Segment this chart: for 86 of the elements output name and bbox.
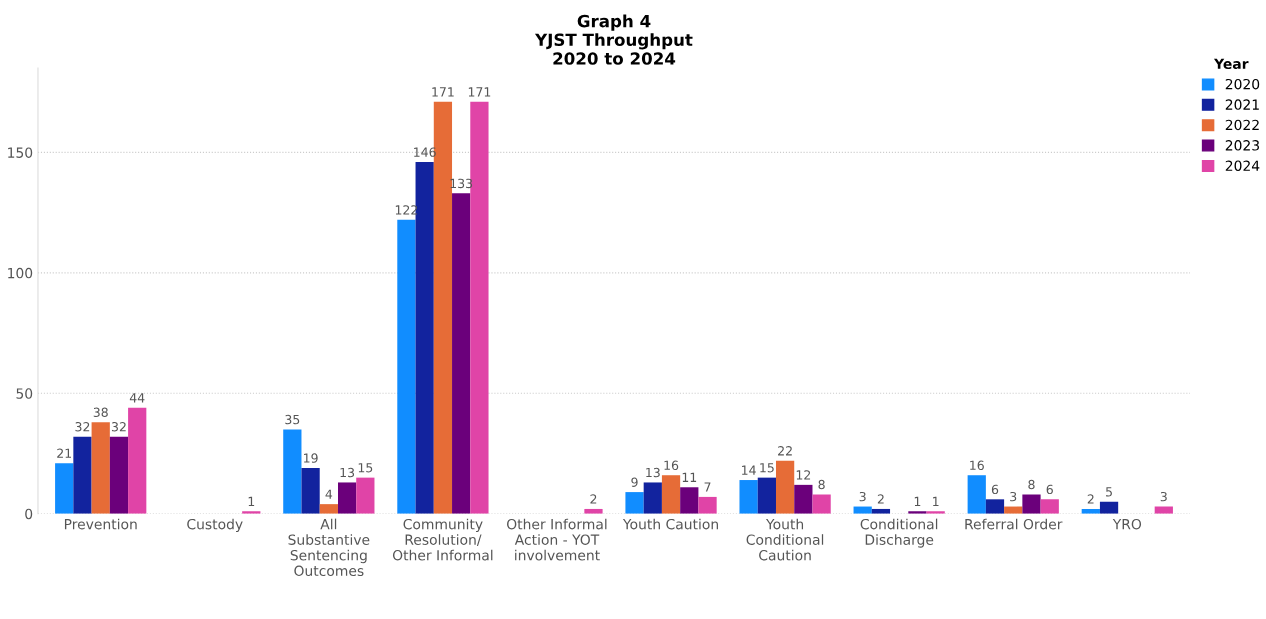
data-label: 2 — [1087, 494, 1094, 504]
data-label: 4 — [325, 489, 333, 499]
bar — [812, 494, 831, 514]
bar — [1099, 501, 1119, 514]
data-label: 3 — [859, 491, 866, 502]
data-label: 1 — [933, 496, 939, 506]
data-label: 15 — [760, 463, 774, 473]
data-label: 44 — [129, 393, 145, 403]
bar — [73, 436, 92, 514]
x-tick-label: Other Informal Action - YOT involvement — [507, 518, 607, 561]
data-label: 6 — [991, 484, 999, 495]
x-tick-label: Referral Order — [965, 518, 1063, 530]
bar — [128, 407, 147, 514]
bar — [397, 219, 416, 514]
chart-title: Graph 4 YJST Throughput 2020 to 2024 — [534, 14, 693, 65]
data-label: 13 — [340, 467, 355, 478]
data-label: 21 — [57, 448, 72, 458]
legend-label: 2024 — [1225, 160, 1260, 171]
bar — [415, 162, 434, 514]
x-tick-label: Conditional Discharge — [860, 518, 938, 548]
data-label: 16 — [664, 460, 679, 471]
bar — [794, 484, 813, 514]
bar — [985, 499, 1005, 514]
data-label: 171 — [432, 87, 454, 97]
data-label: 32 — [111, 422, 126, 432]
data-label: 14 — [742, 465, 756, 475]
bar — [967, 475, 986, 514]
bar — [301, 468, 320, 514]
x-tick-label: YRO — [1112, 518, 1142, 530]
y-tick-label: 100 — [8, 267, 33, 279]
bar — [283, 429, 302, 514]
data-label: 171 — [468, 87, 491, 97]
legend-label: 2021 — [1225, 99, 1259, 110]
data-label: 9 — [631, 477, 638, 487]
bar — [55, 463, 74, 514]
x-tick-label: All Substantive Sentencing Outcomes — [288, 518, 370, 577]
bar — [661, 475, 681, 514]
data-label: 7 — [704, 482, 711, 492]
data-label: 3 — [1010, 491, 1017, 502]
legend-title: Year — [1213, 58, 1249, 70]
x-tick-label: Custody — [187, 518, 243, 533]
bar — [698, 496, 717, 514]
bar — [91, 422, 110, 514]
data-label: 11 — [682, 472, 697, 482]
data-label: 38 — [93, 407, 108, 418]
bar — [625, 492, 644, 514]
data-label: 19 — [304, 453, 318, 463]
data-label: 12 — [796, 470, 811, 480]
legend-label: 2023 — [1225, 140, 1259, 151]
bar — [356, 477, 375, 514]
x-tick-label: Youth Conditional Caution — [746, 518, 824, 561]
bar — [109, 436, 129, 514]
data-label: 6 — [1046, 484, 1053, 495]
legend-label: 2020 — [1225, 78, 1260, 90]
data-label: 8 — [1028, 479, 1035, 490]
legend-label: 2022 — [1225, 119, 1259, 131]
data-label: 35 — [285, 414, 300, 425]
bar — [1040, 499, 1059, 514]
data-label: 5 — [1106, 487, 1112, 497]
data-label: 1 — [914, 496, 921, 506]
x-tick-label: Prevention — [64, 518, 137, 530]
data-label: 22 — [778, 446, 792, 456]
bar — [337, 482, 357, 514]
data-label: 1 — [248, 496, 255, 506]
y-tick-label: 0 — [25, 508, 33, 520]
x-tick-label: Community Resolution/ Other Informal — [392, 518, 493, 561]
data-label: 3 — [1160, 491, 1167, 502]
x-tick-label: Youth Caution — [622, 518, 718, 530]
data-label: 2 — [877, 494, 884, 504]
data-label: 16 — [970, 460, 984, 471]
bar — [319, 504, 338, 514]
bar — [452, 193, 471, 514]
bar — [643, 482, 662, 514]
data-label: 2 — [590, 494, 597, 504]
y-tick-label: 50 — [16, 388, 33, 399]
bar — [775, 460, 795, 514]
bar — [739, 480, 758, 514]
bar — [1022, 494, 1041, 514]
data-label: 15 — [358, 463, 373, 473]
data-label: 13 — [646, 467, 660, 478]
y-tick-label: 150 — [8, 147, 33, 158]
bar — [757, 477, 776, 514]
bar — [680, 487, 699, 514]
data-label: 32 — [75, 422, 90, 432]
bar — [470, 101, 489, 514]
data-label: 8 — [818, 479, 825, 490]
